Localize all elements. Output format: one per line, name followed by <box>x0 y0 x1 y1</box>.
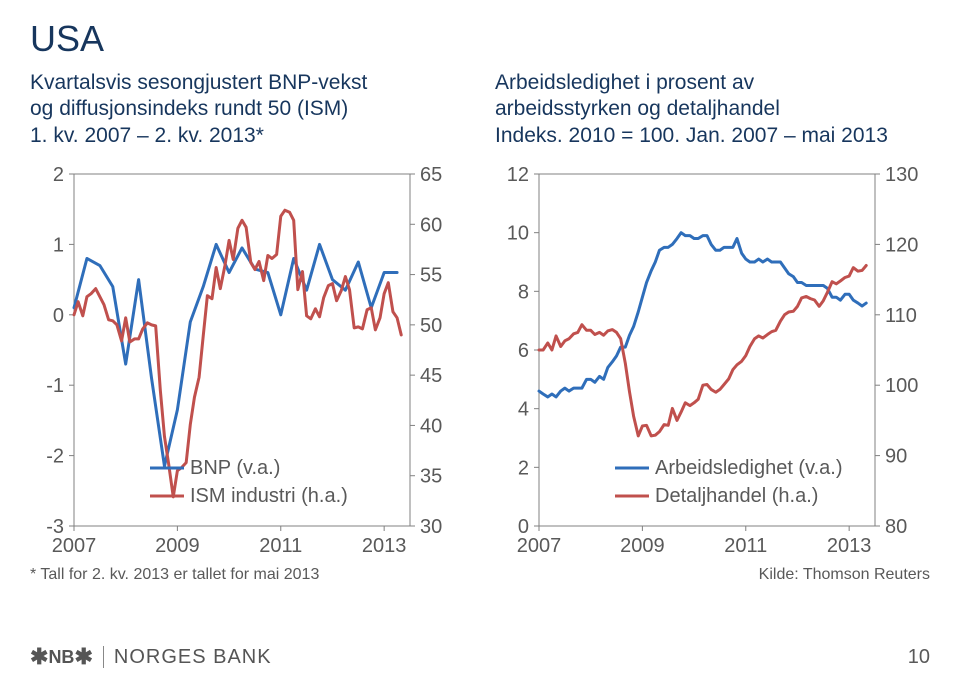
right-chart-box: 0246810128090100110120130200720092011201… <box>495 160 930 560</box>
svg-text:2013: 2013 <box>362 535 407 557</box>
svg-text:8: 8 <box>518 281 529 303</box>
svg-text:60: 60 <box>420 214 442 236</box>
left-chart-column: Kvartalsvis sesongjustert BNP-vekst og d… <box>30 70 465 584</box>
svg-text:80: 80 <box>885 516 907 538</box>
charts-row: Kvartalsvis sesongjustert BNP-vekst og d… <box>30 70 930 584</box>
svg-text:2011: 2011 <box>724 535 767 557</box>
svg-text:90: 90 <box>885 446 907 468</box>
nb-logo-icon: ✱NB✱ <box>30 644 93 670</box>
svg-text:2007: 2007 <box>517 535 562 557</box>
svg-text:Detaljhandel (h.a.): Detaljhandel (h.a.) <box>655 485 818 507</box>
right-title-l2: arbeidsstyrken og detaljhandel <box>495 97 780 120</box>
footer: ✱NB✱ NORGES BANK 10 <box>30 644 930 670</box>
right-title-l1: Arbeidsledighet i prosent av <box>495 71 754 94</box>
svg-text:2: 2 <box>518 457 529 479</box>
svg-text:4: 4 <box>518 399 529 421</box>
page-title: USA <box>30 18 930 60</box>
right-chart-svg: 0246810128090100110120130200720092011201… <box>495 160 925 560</box>
svg-text:1: 1 <box>53 234 64 256</box>
page-number: 10 <box>908 646 930 669</box>
svg-text:35: 35 <box>420 466 442 488</box>
svg-text:50: 50 <box>420 315 442 337</box>
svg-text:30: 30 <box>420 516 442 538</box>
svg-text:BNP (v.a.): BNP (v.a.) <box>190 457 280 479</box>
svg-text:Arbeidsledighet (v.a.): Arbeidsledighet (v.a.) <box>655 457 843 479</box>
bank-name: NORGES BANK <box>114 646 272 669</box>
left-title-l1: Kvartalsvis sesongjustert BNP-vekst <box>30 71 367 94</box>
svg-text:2013: 2013 <box>827 535 872 557</box>
right-footnote: Kilde: Thomson Reuters <box>495 566 930 584</box>
svg-text:110: 110 <box>885 305 917 327</box>
svg-text:2009: 2009 <box>620 535 665 557</box>
svg-text:55: 55 <box>420 265 442 287</box>
svg-text:10: 10 <box>507 223 529 245</box>
svg-text:-2: -2 <box>46 446 64 468</box>
logo: ✱NB✱ NORGES BANK <box>30 644 272 670</box>
left-chart-subtitle: Kvartalsvis sesongjustert BNP-vekst og d… <box>30 70 465 152</box>
left-title-l2: og diffusjonsindeks rundt 50 (ISM) <box>30 97 348 120</box>
svg-text:2011: 2011 <box>259 535 302 557</box>
right-title-l3: Indeks. 2010 = 100. Jan. 2007 – mai 2013 <box>495 124 888 147</box>
svg-text:130: 130 <box>885 164 918 186</box>
left-chart-box: -3-2-10123035404550556065200720092011201… <box>30 160 465 560</box>
svg-text:2009: 2009 <box>155 535 200 557</box>
svg-text:2: 2 <box>53 164 64 186</box>
right-chart-column: Arbeidsledighet i prosent av arbeidsstyr… <box>495 70 930 584</box>
svg-text:120: 120 <box>885 234 918 256</box>
svg-text:100: 100 <box>885 375 918 397</box>
svg-text:45: 45 <box>420 365 442 387</box>
svg-text:ISM industri (h.a.): ISM industri (h.a.) <box>190 485 348 507</box>
left-footnote: * Tall for 2. kv. 2013 er tallet for mai… <box>30 566 465 584</box>
svg-text:-1: -1 <box>46 375 64 397</box>
svg-text:2007: 2007 <box>52 535 97 557</box>
svg-text:12: 12 <box>507 164 529 186</box>
svg-text:0: 0 <box>53 305 64 327</box>
left-chart-svg: -3-2-10123035404550556065200720092011201… <box>30 160 460 560</box>
left-title-l3: 1. kv. 2007 – 2. kv. 2013* <box>30 124 264 147</box>
svg-text:40: 40 <box>420 415 442 437</box>
right-chart-subtitle: Arbeidsledighet i prosent av arbeidsstyr… <box>495 70 930 152</box>
svg-text:65: 65 <box>420 164 442 186</box>
svg-text:6: 6 <box>518 340 529 362</box>
